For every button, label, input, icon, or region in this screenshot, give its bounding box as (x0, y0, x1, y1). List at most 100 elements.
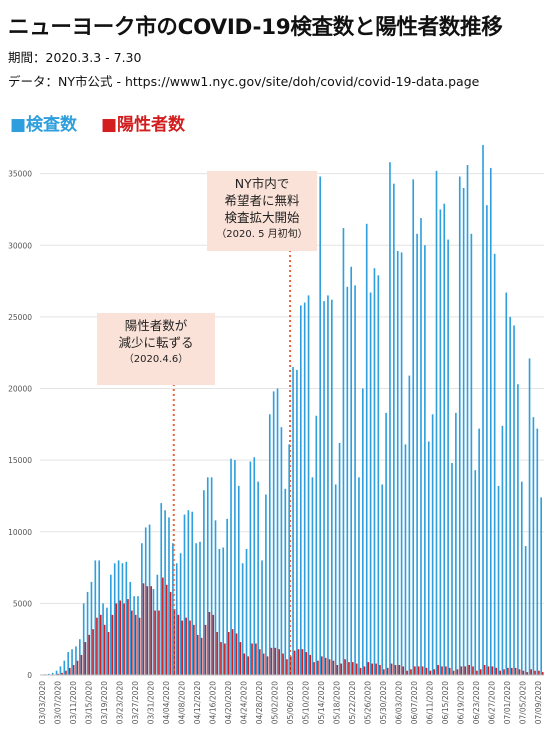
annotation-line: 減少に転ずる (118, 335, 194, 350)
x-tick-label: 04/28/2020 (255, 681, 264, 724)
positive-bar (282, 653, 284, 675)
x-tick-label: 03/23/2020 (115, 681, 124, 724)
test-bar (261, 560, 263, 675)
test-bar (195, 543, 197, 675)
test-bar (284, 488, 287, 675)
positive-bar (216, 632, 218, 675)
x-tick-label: 05/22/2020 (348, 681, 357, 724)
test-bar (458, 176, 461, 675)
test-bar (334, 484, 337, 675)
positive-bar (243, 653, 246, 675)
x-tick-label: 05/06/2020 (286, 681, 295, 724)
test-bar (354, 285, 356, 675)
test-bar (168, 517, 170, 675)
annotation-line: 希望者に無料 (224, 193, 300, 208)
test-bar (509, 316, 511, 675)
test-bar (129, 581, 132, 675)
test-bar (439, 209, 442, 675)
x-tick-label: 04/08/2020 (178, 681, 187, 724)
positive-bar (119, 600, 122, 675)
x-tick-label: 05/14/2020 (317, 681, 326, 724)
x-tick-label: 05/26/2020 (364, 681, 373, 724)
test-bar (462, 187, 465, 676)
positive-bar (367, 662, 370, 675)
x-tick-label: 05/02/2020 (271, 681, 280, 724)
test-bar (466, 165, 469, 675)
positive-bar (522, 670, 525, 675)
test-bar (540, 497, 542, 675)
positive-bar (61, 672, 63, 675)
test-bar (315, 415, 318, 675)
positive-bar (251, 643, 253, 675)
test-bar (280, 427, 283, 675)
test-bar (389, 162, 391, 675)
test-bar (160, 503, 163, 675)
positive-bar (200, 637, 203, 675)
positive-bar (328, 659, 331, 675)
positive-bar (150, 586, 153, 675)
positive-bar (177, 614, 180, 675)
test-bar (71, 649, 73, 675)
positive-bar (305, 652, 308, 675)
positive-bar (158, 610, 160, 675)
test-bar (234, 460, 236, 675)
test-bar (420, 218, 422, 675)
test-bar (191, 511, 194, 675)
positive-bar (88, 634, 91, 675)
test-bar (106, 607, 108, 675)
test-bar (323, 301, 325, 675)
positive-bar (286, 659, 288, 675)
annotation-positives-decline: 陽性者数が 減少に転ずる （2020.4.6） (97, 313, 215, 385)
positive-bar (452, 670, 455, 675)
positive-bar (317, 660, 319, 675)
positive-bar (538, 670, 540, 675)
test-bar (486, 205, 488, 675)
y-tick-label: 30000 (8, 241, 32, 250)
positive-bar (212, 614, 215, 675)
test-bar (288, 444, 290, 675)
test-bar (133, 596, 135, 675)
positive-bar (239, 642, 242, 675)
test-bar (226, 518, 228, 675)
positive-bar (72, 664, 75, 675)
positive-bar (448, 667, 451, 675)
test-bar (141, 543, 143, 675)
x-tick-label: 05/10/2020 (302, 681, 311, 724)
x-tick-label: 03/31/2020 (146, 681, 155, 724)
x-tick-label: 06/19/2020 (457, 681, 466, 724)
test-bar (210, 477, 213, 675)
x-tick-label: 07/01/2020 (503, 681, 512, 724)
source-text: データ：NY市公式 - https://www1.nyc.gov/site/do… (8, 74, 480, 89)
test-bar (311, 477, 314, 675)
positive-bar (142, 583, 145, 675)
positive-bar (503, 669, 505, 675)
positive-bar (255, 643, 257, 675)
positive-bar (491, 666, 494, 675)
x-tick-label: 04/12/2020 (193, 681, 202, 724)
annotation-line: 検査拡大開始 (224, 210, 300, 225)
test-bar (393, 183, 395, 676)
test-bar (241, 563, 244, 675)
test-bar (222, 547, 225, 675)
test-bar (67, 652, 69, 675)
test-bar (152, 589, 155, 675)
x-tick-label: 04/04/2020 (162, 681, 171, 724)
positive-bar (76, 660, 79, 675)
positive-bar (181, 620, 184, 675)
x-tick-label: 06/27/2020 (488, 681, 497, 724)
positive-bar (274, 647, 277, 675)
positive-bar (421, 666, 424, 675)
positive-bar (398, 664, 401, 675)
test-bar (505, 292, 508, 675)
positive-bar (425, 667, 428, 675)
positive-bar (293, 650, 296, 675)
positive-bar (476, 670, 478, 675)
positive-bar (134, 614, 137, 675)
positive-bar (386, 667, 389, 675)
test-bar (113, 563, 116, 675)
positive-bar (107, 632, 110, 675)
positive-bar (297, 649, 300, 675)
positive-bar (359, 667, 362, 675)
positive-bar (479, 669, 482, 675)
positive-bar (204, 624, 207, 675)
